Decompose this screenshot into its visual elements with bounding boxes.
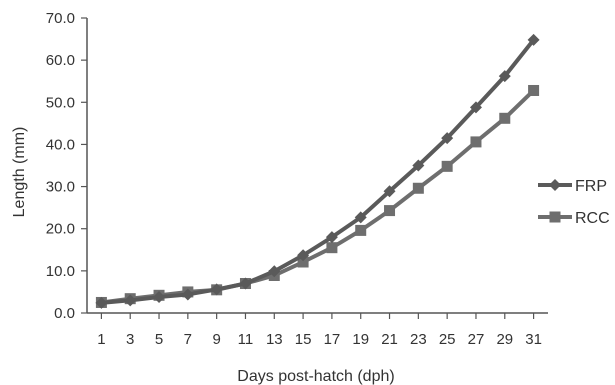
data-point-frp (441, 132, 454, 145)
y-tick-label: 0.0 (54, 305, 75, 322)
x-tick-label: 1 (97, 331, 105, 348)
x-tick-label: 21 (381, 331, 398, 348)
series-line-frp (101, 38, 536, 305)
y-tick-label: 20.0 (46, 221, 75, 238)
data-point-rcc (412, 182, 424, 194)
series-line-rcc (101, 89, 535, 305)
data-point-frp (153, 290, 166, 303)
data-point-frp (297, 249, 310, 262)
x-tick-label: 15 (295, 331, 312, 348)
y-axis-title: Length (mm) (11, 127, 28, 218)
x-tick-label: 17 (324, 331, 341, 348)
legend-label: FRP (575, 178, 607, 195)
data-point-rcc (326, 242, 338, 254)
x-tick-label: 27 (468, 331, 485, 348)
y-tick-label: 40.0 (46, 136, 75, 153)
y-tick-label: 50.0 (46, 94, 75, 111)
data-point-frp (498, 70, 511, 83)
x-tick-label: 7 (184, 331, 192, 348)
data-point-frp (239, 277, 252, 290)
x-tick-label: 3 (126, 331, 134, 348)
x-axis-title: Days post-hatch (dph) (237, 368, 394, 385)
x-tick-label: 9 (212, 331, 220, 348)
x-tick-label: 29 (496, 331, 513, 348)
data-point-frp (469, 101, 482, 114)
series-rcc (95, 84, 540, 308)
data-point-rcc (528, 84, 540, 96)
y-tick-label: 30.0 (46, 179, 75, 196)
x-tick-label: 19 (352, 331, 369, 348)
legend-item-rcc: RCC (538, 210, 610, 227)
data-point-frp (527, 33, 540, 46)
y-tick-label: 60.0 (46, 52, 75, 69)
data-point-frp (268, 265, 281, 278)
data-point-frp (354, 211, 367, 224)
legend-marker-rcc (549, 211, 561, 223)
data-point-frp (383, 185, 396, 198)
legend: FRP RCC (538, 178, 610, 227)
data-point-rcc (499, 112, 511, 124)
data-point-frp (210, 283, 223, 296)
data-point-frp (412, 159, 425, 172)
legend-marker-frp (549, 179, 561, 191)
y-tick-label: 10.0 (46, 263, 75, 280)
data-point-rcc (355, 224, 367, 236)
data-point-rcc (470, 136, 482, 148)
x-tick-label: 23 (410, 331, 427, 348)
legend-label: RCC (575, 210, 610, 227)
x-tick-label: 31 (525, 331, 542, 348)
y-tick-label: 70.0 (46, 10, 75, 27)
y-axis-ticks: 0.0 10.0 20.0 30.0 40.0 50.0 60.0 70.0 (46, 10, 87, 322)
data-point-frp (124, 294, 137, 307)
data-point-frp (181, 288, 194, 301)
legend-item-frp: FRP (538, 178, 607, 195)
series-frp (95, 33, 540, 309)
data-point-rcc (297, 256, 309, 268)
series-layer (95, 33, 540, 309)
data-point-frp (95, 296, 108, 309)
x-tick-label: 13 (266, 331, 283, 348)
x-tick-label: 5 (155, 331, 163, 348)
data-point-rcc (384, 205, 396, 217)
x-tick-label: 25 (439, 331, 456, 348)
x-tick-label: 11 (238, 331, 254, 348)
data-point-rcc (441, 160, 453, 172)
data-point-frp (325, 231, 338, 244)
x-axis-ticks: 1 3 5 7 9 11 13 15 17 19 21 23 25 27 29 31 (97, 313, 542, 348)
